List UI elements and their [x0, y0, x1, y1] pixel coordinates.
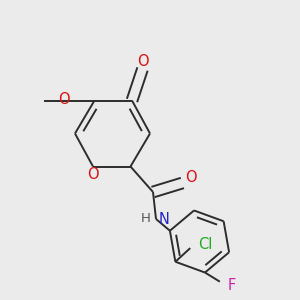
- Text: N: N: [158, 212, 169, 226]
- Text: H: H: [141, 212, 151, 226]
- Text: O: O: [137, 54, 148, 69]
- Text: O: O: [58, 92, 70, 107]
- Text: O: O: [185, 170, 196, 185]
- Text: Cl: Cl: [199, 237, 213, 252]
- Text: F: F: [228, 278, 236, 293]
- Text: O: O: [87, 167, 99, 182]
